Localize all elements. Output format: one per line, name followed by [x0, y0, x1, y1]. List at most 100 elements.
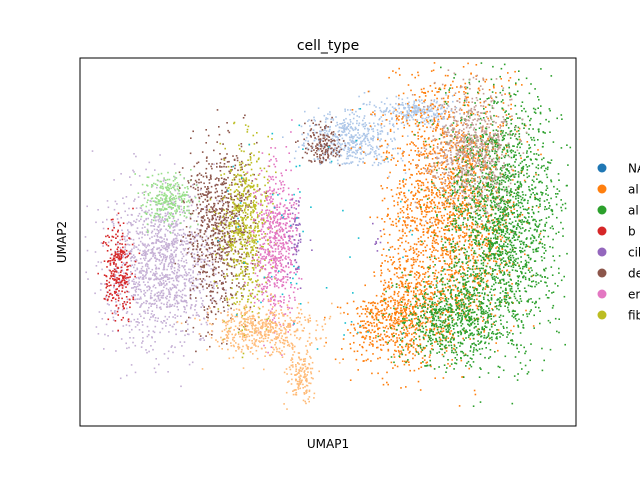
scatter-point — [155, 241, 157, 243]
scatter-point — [265, 257, 267, 259]
scatter-point — [180, 315, 182, 317]
scatter-point — [199, 335, 202, 337]
scatter-point — [249, 195, 252, 197]
scatter-point — [270, 225, 272, 227]
scatter-point — [117, 241, 119, 243]
scatter-point — [341, 134, 343, 136]
scatter-point — [246, 248, 248, 250]
scatter-point — [266, 286, 269, 288]
scatter-point — [122, 250, 125, 253]
scatter-point — [213, 214, 215, 216]
scatter-point — [235, 308, 238, 310]
scatter-point — [128, 221, 130, 223]
scatter-point — [235, 226, 237, 229]
scatter-point — [304, 110, 306, 113]
scatter-point — [282, 213, 285, 215]
scatter-point — [155, 232, 157, 235]
scatter-point — [185, 278, 188, 281]
scatter-point — [128, 237, 131, 240]
scatter-point — [256, 141, 258, 144]
scatter-point — [169, 296, 171, 298]
scatter-point — [241, 217, 244, 219]
scatter-point — [172, 186, 175, 188]
scatter-point — [272, 326, 274, 329]
scatter-point — [178, 208, 180, 210]
scatter-point — [126, 253, 128, 255]
scatter-point — [372, 139, 374, 142]
scatter-point — [305, 345, 307, 347]
scatter-point — [275, 230, 278, 232]
scatter-point — [263, 333, 266, 335]
scatter-point — [132, 337, 135, 339]
scatter-point — [203, 306, 205, 308]
scatter-point — [195, 279, 198, 281]
scatter-point — [86, 249, 89, 252]
scatter-point — [213, 203, 216, 205]
scatter-point — [309, 239, 312, 241]
scatter-point — [397, 128, 399, 130]
scatter-point — [276, 350, 278, 353]
scatter-point — [245, 173, 247, 175]
scatter-point — [268, 214, 270, 216]
scatter-point — [211, 217, 214, 220]
scatter-point — [279, 203, 282, 206]
scatter-point — [157, 251, 160, 254]
scatter-point — [101, 268, 103, 271]
scatter-point — [250, 161, 253, 164]
scatter-point — [263, 219, 265, 222]
scatter-point — [157, 291, 160, 293]
scatter-point — [169, 196, 172, 199]
scatter-point — [227, 208, 229, 211]
scatter-point — [193, 183, 196, 185]
scatter-point — [163, 245, 165, 247]
scatter-point — [105, 275, 108, 278]
scatter-point — [132, 287, 135, 289]
scatter-point — [274, 294, 276, 296]
scatter-point — [352, 151, 354, 153]
scatter-point — [234, 237, 236, 240]
scatter-point — [189, 290, 192, 292]
scatter-point — [295, 249, 297, 251]
scatter-point — [131, 287, 133, 289]
scatter-point — [189, 277, 191, 280]
scatter-point — [241, 324, 243, 327]
scatter-point — [137, 196, 140, 198]
scatter-point — [222, 216, 224, 219]
scatter-point — [268, 199, 271, 201]
scatter-point — [183, 341, 186, 343]
scatter-point — [274, 239, 277, 242]
scatter-point — [275, 191, 278, 194]
scatter-point — [344, 134, 347, 136]
scatter-point — [226, 299, 228, 301]
scatter-point — [289, 230, 291, 232]
scatter-point — [273, 259, 276, 262]
scatter-point — [220, 247, 223, 250]
scatter-point — [336, 124, 339, 126]
scatter-point — [208, 247, 211, 250]
scatter-point — [154, 264, 157, 267]
scatter-point — [151, 249, 154, 251]
scatter-point — [110, 271, 113, 273]
scatter-point — [197, 186, 199, 189]
scatter-point — [154, 223, 156, 225]
scatter-point — [152, 274, 154, 276]
scatter-point — [282, 276, 285, 278]
scatter-point — [150, 316, 152, 318]
scatter-point — [161, 185, 164, 188]
scatter-point — [247, 295, 250, 297]
scatter-point — [283, 403, 285, 405]
scatter-point — [244, 180, 246, 183]
scatter-point — [178, 275, 180, 278]
scatter-point — [256, 298, 259, 300]
scatter-point — [219, 170, 222, 172]
scatter-point — [166, 248, 169, 251]
scatter-point — [186, 186, 189, 188]
scatter-point — [275, 270, 277, 272]
scatter-point — [233, 191, 236, 193]
scatter-point — [361, 135, 364, 137]
scatter-point — [182, 300, 184, 303]
scatter-point — [268, 253, 271, 256]
scatter-point — [253, 338, 255, 340]
scatter-point — [351, 161, 354, 163]
scatter-point — [138, 329, 141, 331]
